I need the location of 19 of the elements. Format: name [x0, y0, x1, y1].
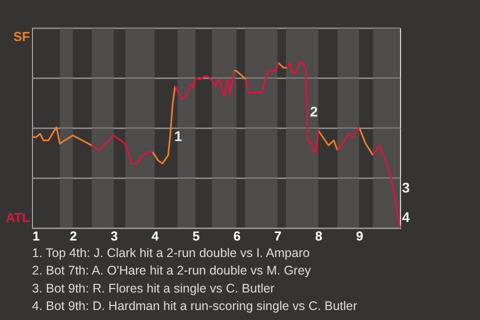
text: 2. Bot 7th: A. O'Hare hit a 2-run double vs M. Grey [32, 264, 312, 278]
annotation: 2 [310, 103, 318, 120]
x-tick-label: 7 [274, 228, 282, 244]
text: 1. Top 4th: J. Clark hit a 2-run double vs I. Amparo [32, 246, 310, 260]
x-tick-label: 1 [32, 228, 40, 244]
text: ATL [6, 210, 30, 225]
x-tick-label: 6 [233, 228, 241, 244]
x-tick-label: 5 [192, 228, 200, 244]
annotation: 1 [174, 128, 182, 144]
x-tick-label: 4 [152, 228, 160, 244]
x-tick-label: 9 [356, 228, 364, 244]
text: SF [13, 29, 30, 44]
x-tick-label: 3 [110, 228, 118, 244]
text: 4. Bot 9th: D. Hardman hit a run-scoring single vs C. Butler [32, 299, 358, 314]
text: 3. Bot 9th: R. Flores hit a single vs C. Butler [32, 281, 274, 296]
annotation: 3 [402, 179, 410, 196]
x-tick-label: 2 [70, 228, 78, 244]
annotation: 4 [402, 209, 410, 226]
x-tick-label: 8 [315, 228, 322, 244]
